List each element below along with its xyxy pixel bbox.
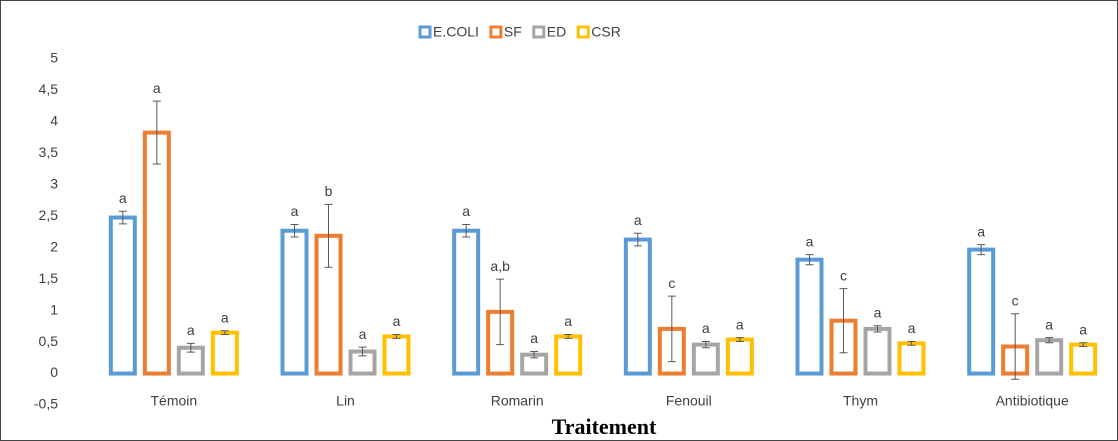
error-bar	[633, 232, 642, 247]
bar	[382, 334, 411, 376]
error-bar	[496, 278, 505, 346]
significance-letter: b	[325, 183, 333, 199]
legend-swatch	[576, 25, 590, 39]
y-tick-label: 0	[50, 364, 58, 380]
error-bar	[805, 254, 814, 266]
significance-letter: a	[1045, 316, 1053, 332]
significance-letter: a	[393, 313, 401, 329]
significance-letter: a	[221, 309, 229, 325]
legend-swatch	[489, 25, 503, 39]
legend-swatch	[532, 25, 546, 39]
legend-label: CSR	[591, 24, 621, 40]
error-bar	[1011, 313, 1020, 380]
significance-letter: a	[462, 203, 470, 219]
error-bar	[186, 342, 195, 353]
significance-letter: a	[874, 304, 882, 320]
error-bar	[220, 330, 229, 336]
legend-label: ED	[547, 24, 566, 40]
x-tick-label: Romarin	[491, 393, 544, 409]
bar	[452, 228, 481, 376]
error-bar	[462, 223, 471, 238]
legend-swatch	[418, 25, 432, 39]
y-tick-label: 4	[50, 113, 58, 129]
error-bar	[667, 295, 676, 363]
bar	[897, 341, 926, 376]
legend-label: SF	[504, 24, 522, 40]
y-tick-label: 2	[50, 238, 58, 254]
y-tick-label: 5	[50, 50, 58, 66]
significance-letter: c	[668, 275, 675, 291]
significance-letter: a	[634, 212, 642, 228]
bar	[623, 237, 652, 376]
y-tick-label: -0,5	[34, 396, 58, 412]
x-tick-label: Lin	[336, 393, 355, 409]
significance-letter: a	[977, 223, 985, 239]
error-bar	[358, 346, 367, 357]
error-bar	[1045, 337, 1054, 344]
significance-letter: c	[840, 267, 847, 283]
bar	[142, 130, 171, 376]
significance-letter: a	[119, 190, 127, 206]
significance-letter: a	[153, 80, 161, 96]
significance-letter: a	[908, 320, 916, 336]
error-bar	[735, 337, 744, 342]
significance-letter: a	[187, 322, 195, 338]
bar	[863, 326, 892, 376]
bar	[1035, 338, 1064, 376]
error-bar	[152, 100, 161, 165]
bar	[554, 334, 583, 376]
x-tick-label: Fenouil	[666, 393, 712, 409]
y-tick-label: 2,5	[39, 207, 59, 223]
y-tick-label: 3	[50, 176, 58, 192]
y-tick-label: 3,5	[39, 144, 59, 160]
error-bar	[290, 223, 299, 238]
significance-letter: a	[736, 316, 744, 332]
bar	[725, 337, 754, 376]
significance-letter: a	[1079, 321, 1087, 337]
legend-label: E.COLI	[433, 24, 479, 40]
error-bar	[839, 288, 848, 354]
significance-letter: a	[702, 320, 710, 336]
y-tick-label: 0,5	[39, 333, 59, 349]
error-bar	[873, 325, 882, 333]
error-bar	[324, 203, 333, 268]
error-bar	[1079, 342, 1088, 347]
significance-letter: a,b	[490, 258, 510, 274]
error-bar	[977, 244, 986, 256]
y-tick-label: 4,5	[39, 81, 59, 97]
y-tick-label: 1	[50, 301, 58, 317]
bar	[967, 247, 996, 376]
x-axis-label: Traitement	[552, 414, 657, 439]
significance-letter: c	[1012, 292, 1019, 308]
significance-letter: a	[564, 313, 572, 329]
significance-letter: a	[530, 330, 538, 346]
x-tick-label: Thym	[843, 393, 878, 409]
bar	[1069, 342, 1098, 376]
error-bar	[701, 340, 710, 349]
error-bar	[392, 334, 401, 339]
error-bar	[530, 351, 539, 359]
error-bar	[564, 334, 573, 339]
bar	[108, 215, 137, 376]
bar	[280, 228, 309, 376]
bar	[691, 342, 720, 376]
bar	[795, 257, 824, 376]
significance-letter: a	[359, 326, 367, 342]
x-tick-label: Témoin	[150, 393, 197, 409]
x-tick-label: Antibiotique	[996, 393, 1069, 409]
bar	[210, 330, 239, 376]
significance-letter: a	[806, 233, 814, 249]
error-bar	[118, 210, 127, 225]
error-bar	[907, 340, 916, 346]
significance-letter: a	[291, 203, 299, 219]
y-tick-label: 1,5	[39, 270, 59, 286]
